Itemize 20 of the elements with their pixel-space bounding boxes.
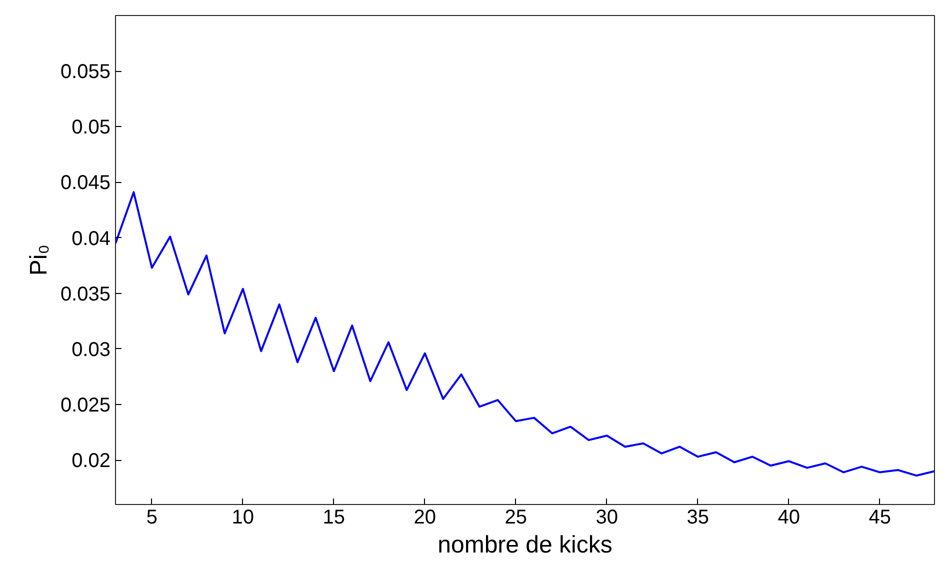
y-axis-title: Pi₀ bbox=[25, 244, 52, 276]
y-tick-label: 0.025 bbox=[60, 394, 111, 416]
y-tick-label: 0.045 bbox=[60, 172, 111, 194]
y-tick-label: 0.055 bbox=[60, 61, 111, 84]
line-series bbox=[116, 191, 934, 477]
x-axis-title: nombre de kicks bbox=[438, 532, 612, 558]
x-tick-label: 10 bbox=[232, 506, 254, 528]
x-tick-label: 40 bbox=[778, 506, 800, 528]
y-tick-label: 0.03 bbox=[72, 338, 111, 361]
y-tick-label: 0.035 bbox=[60, 283, 111, 306]
y-tick-label: 0.04 bbox=[72, 228, 111, 250]
x-tick-label: 5 bbox=[146, 506, 158, 528]
y-tick-label: 0.02 bbox=[72, 450, 111, 472]
x-tick-label: 30 bbox=[596, 506, 618, 528]
x-tick-label: 15 bbox=[322, 506, 346, 528]
y-tick-label: 0.05 bbox=[72, 116, 111, 139]
x-tick-label: 35 bbox=[686, 506, 710, 528]
x-tick-label: 25 bbox=[504, 506, 528, 528]
x-tick-label: 20 bbox=[414, 506, 436, 528]
x-tick-label: 45 bbox=[868, 506, 892, 528]
